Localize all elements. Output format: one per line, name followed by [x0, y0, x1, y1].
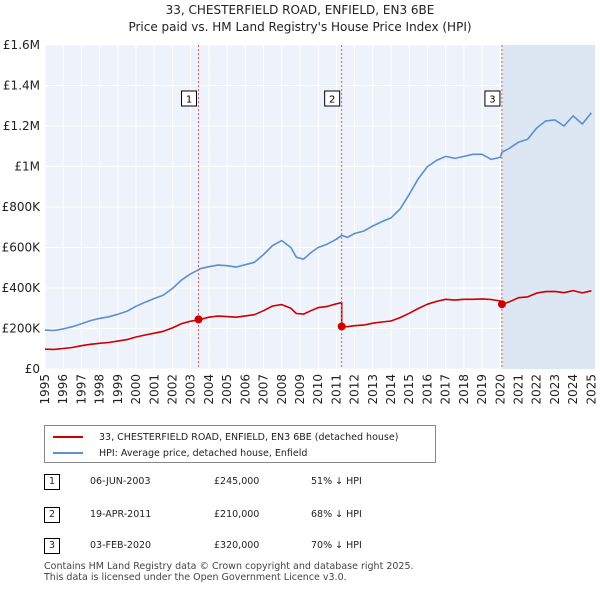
x-tick-label: 2013: [366, 374, 380, 405]
legend-swatch-hpi: [53, 452, 83, 454]
x-tick-label: 2018: [457, 374, 471, 405]
y-tick-label: £1.6M: [3, 38, 40, 52]
transaction-price: £245,000: [214, 476, 260, 487]
legend-label-hpi: HPI: Average price, detached house, Enfi…: [99, 447, 308, 459]
x-tick-label: 2019: [475, 374, 489, 405]
transaction-label-box: [484, 90, 501, 107]
x-tick-label: 2025: [584, 374, 598, 405]
x-tick-label: 2007: [257, 374, 271, 405]
chart-subtitle: Price paid vs. HM Land Registry's House …: [128, 20, 471, 34]
x-tick-label: 1998: [93, 374, 107, 405]
transaction-point: [337, 322, 346, 331]
x-tick-label: 2001: [147, 374, 161, 405]
x-axis: 1995 1996 1997 1998 1999 2000 2001 2002 2003 2004…: [38, 374, 598, 405]
x-tick-label: 2021: [512, 374, 526, 405]
x-tick-label: 2008: [275, 374, 289, 405]
transaction-price: £320,000: [214, 540, 260, 551]
x-tick-label: 2017: [439, 374, 453, 405]
x-tick-label: 2015: [402, 374, 416, 405]
x-tick-label: 2009: [293, 374, 307, 405]
x-tick-label: 2023: [548, 374, 562, 405]
x-tick-label: 2004: [202, 374, 216, 405]
transaction-date: 19-APR-2011: [90, 509, 152, 520]
footer: Contains HM Land Registry data © Crown c…: [44, 561, 414, 583]
transaction-row: 3 03-FEB-2020 £320,000 70% ↓ HPI: [44, 538, 564, 560]
transaction-label: 2: [329, 95, 335, 106]
transaction-label: 3: [489, 95, 495, 106]
transaction-row: 2 19-APR-2011 £210,000 68% ↓ HPI: [44, 507, 564, 529]
x-tick-label: 2016: [420, 374, 434, 405]
y-tick-label: £0: [25, 362, 40, 376]
transaction-date: 03-FEB-2020: [90, 540, 152, 551]
legend-item-hpi: HPI: Average price, detached house, Enfi…: [53, 445, 307, 461]
x-tick-label: 2020: [493, 374, 507, 405]
transaction-row: 1 06-JUN-2003 £245,000 51% ↓ HPI: [44, 474, 564, 496]
transaction-number: 2: [44, 507, 60, 523]
y-tick-label: £800K: [2, 200, 42, 214]
transaction-shading: [501, 45, 595, 369]
y-axis: £0 £200K £400K £600K £800K £1M £1.2M £1.4M £1.6M: [2, 38, 42, 376]
x-tick-label: 2024: [566, 374, 580, 405]
transaction-hpi-diff: 68% ↓ HPI: [311, 509, 362, 520]
x-tick-label: 2002: [165, 374, 179, 405]
hpi-line: [44, 112, 593, 332]
transaction-label: 1: [186, 95, 192, 106]
transaction-point: [497, 300, 506, 309]
transaction-label-box: [181, 90, 198, 107]
x-tick-label: 2014: [384, 374, 398, 405]
x-tick-label: 1999: [111, 374, 125, 405]
x-tick-label: 2000: [129, 374, 143, 405]
y-tick-label: £200K: [2, 322, 42, 336]
footer-copyright: Contains HM Land Registry data © Crown c…: [44, 561, 414, 572]
transaction-markers: 1 2 3: [181, 45, 506, 369]
transaction-point: [194, 315, 203, 324]
chart-title: 33, CHESTERFIELD ROAD, ENFIELD, EN3 6BE: [166, 3, 435, 17]
transaction-number: 3: [44, 538, 60, 554]
x-tick-label: 2012: [348, 374, 362, 405]
transaction-date: 06-JUN-2003: [90, 476, 151, 487]
x-tick-label: 2022: [530, 374, 544, 405]
y-tick-label: £1.4M: [3, 79, 40, 93]
transaction-label-box: [324, 90, 341, 107]
x-tick-label: 2003: [184, 374, 198, 405]
y-tick-label: £600K: [2, 241, 42, 255]
x-tick-label: 2011: [329, 374, 343, 405]
x-tick-label: 1995: [38, 374, 52, 405]
y-tick-label: £1M: [14, 160, 40, 174]
x-tick-label: 2010: [311, 374, 325, 405]
y-tick-label: £1.2M: [3, 119, 40, 133]
legend-label-property: 33, CHESTERFIELD ROAD, ENFIELD, EN3 6BE …: [99, 431, 399, 443]
transaction-number: 1: [44, 474, 60, 490]
x-tick-label: 1997: [74, 374, 88, 405]
post-sale-band: [501, 45, 595, 369]
footer-licence: This data is licensed under the Open Gov…: [44, 572, 347, 583]
x-tick-label: 2005: [220, 374, 234, 405]
transaction-hpi-diff: 70% ↓ HPI: [311, 540, 362, 551]
legend-swatch-property: [53, 436, 83, 438]
transaction-hpi-diff: 51% ↓ HPI: [311, 476, 362, 487]
x-tick-label: 2006: [238, 374, 252, 405]
price-chart: 33, CHESTERFIELD ROAD, ENFIELD, EN3 6BE …: [2, 3, 599, 405]
y-tick-label: £400K: [2, 281, 42, 295]
transaction-price: £210,000: [214, 509, 260, 520]
legend: 33, CHESTERFIELD ROAD, ENFIELD, EN3 6BE …: [44, 425, 436, 463]
x-tick-label: 1996: [56, 374, 70, 405]
legend-item-property: 33, CHESTERFIELD ROAD, ENFIELD, EN3 6BE …: [53, 429, 398, 445]
